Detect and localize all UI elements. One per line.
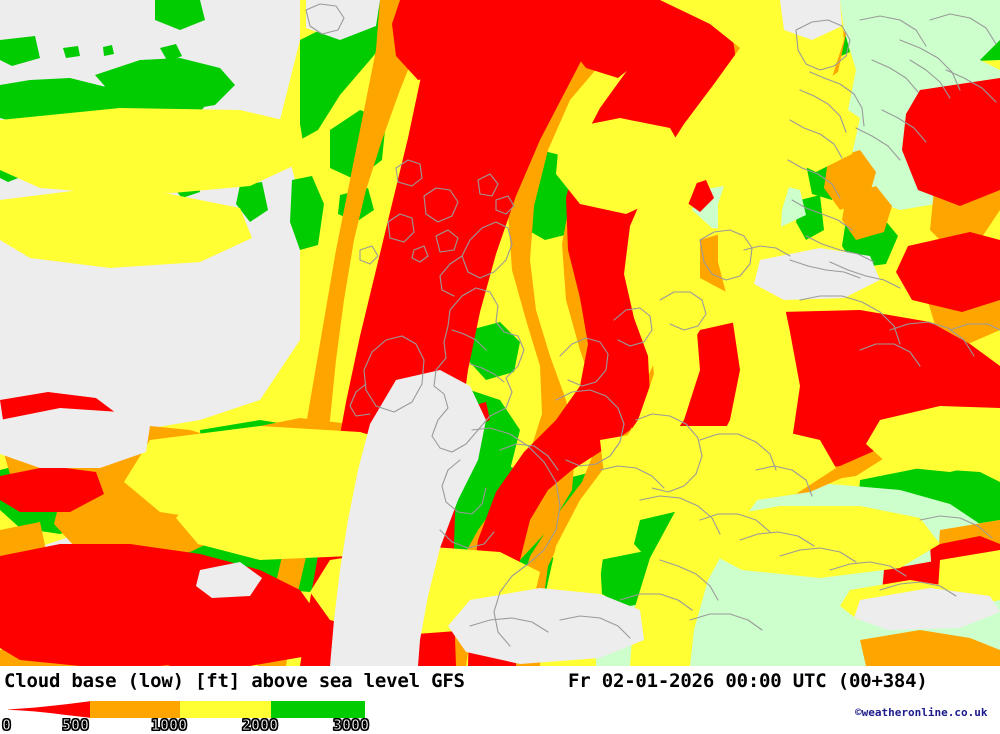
coastline-overlay bbox=[305, 3, 1000, 647]
scale-tick-0: 0 bbox=[1, 716, 12, 734]
cloud-base-contour-map bbox=[0, 0, 1000, 666]
color-scale-bar bbox=[8, 701, 365, 718]
color-scale-ticks: 0 500 1000 2000 3000 bbox=[0, 716, 400, 734]
scale-band-yellow bbox=[180, 701, 271, 718]
scale-band-red bbox=[8, 701, 90, 718]
map-footer: Cloud base (low) [ft] above sea level GF… bbox=[0, 666, 1000, 734]
scale-tick-3000: 3000 bbox=[332, 716, 370, 734]
scale-tick-2000: 2000 bbox=[241, 716, 279, 734]
page-title: Cloud base (low) [ft] above sea level GF… bbox=[4, 670, 465, 692]
color-scale-legend[interactable]: 0 500 1000 2000 3000 bbox=[0, 699, 400, 734]
scale-tick-500: 500 bbox=[61, 716, 90, 734]
scale-band-orange bbox=[90, 701, 180, 718]
map-canvas[interactable] bbox=[0, 0, 1000, 666]
scale-tick-1000: 1000 bbox=[150, 716, 188, 734]
scale-band-green bbox=[271, 701, 365, 718]
copyright-label: ©weatheronline.co.uk bbox=[855, 706, 988, 719]
valid-time-label: Fr 02-01-2026 00:00 UTC (00+384) bbox=[568, 670, 928, 692]
